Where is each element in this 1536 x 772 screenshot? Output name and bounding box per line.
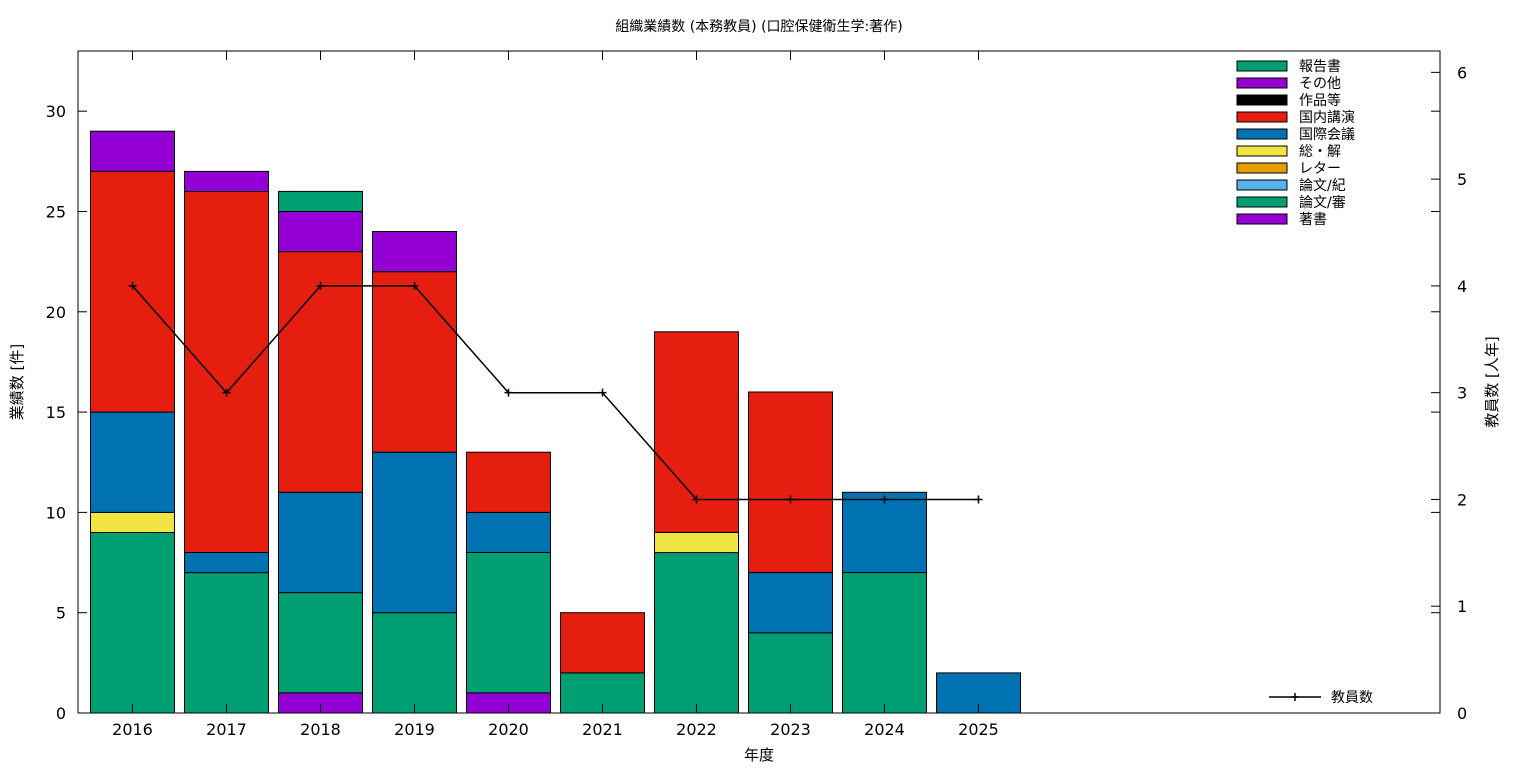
bar-segment: [466, 552, 551, 694]
bar-segment: [372, 271, 457, 453]
legend-label: 作品等: [1299, 92, 1341, 109]
legend-swatch: [1236, 162, 1288, 174]
y-tick-label: 15: [46, 403, 66, 422]
legend-swatch: [1236, 111, 1288, 123]
legend-swatch: [1236, 77, 1288, 89]
bar-segment: [372, 231, 457, 273]
bar-segment: [654, 552, 739, 714]
legend-swatch: [1236, 94, 1288, 106]
teacher-count-point: [598, 388, 607, 397]
x-tick-label: 2022: [676, 720, 717, 739]
legend-label: 論文/審: [1299, 195, 1346, 211]
teacher-count-point: [410, 281, 419, 290]
legend-label: 国内講演: [1299, 110, 1355, 126]
legend-label: その他: [1299, 76, 1341, 92]
bar-segment: [184, 170, 269, 192]
y2-tick-label: 3: [1457, 384, 1467, 403]
x-tick-label: 2020: [488, 720, 529, 739]
teacher-count-point: [786, 495, 795, 504]
teacher-count-point: [880, 495, 889, 504]
bar-segment: [654, 532, 739, 554]
bar-segment: [372, 451, 457, 614]
teacher-count-line: [131, 285, 979, 501]
bar-segment: [748, 632, 833, 714]
x-tick-label: 2019: [394, 720, 435, 739]
bar-segment: [90, 170, 175, 413]
y-tick-label: 0: [56, 704, 66, 723]
y-tick-label: 20: [46, 303, 66, 322]
plot-frame: [77, 50, 1441, 714]
bar-segment: [278, 211, 363, 253]
bar-segment: [90, 511, 175, 534]
y-tick-label: 10: [46, 503, 66, 522]
bar-segment: [90, 411, 175, 513]
x-tick-label: 2016: [112, 720, 153, 739]
bars-layer: [90, 130, 1021, 714]
y2-tick-label: 6: [1457, 63, 1467, 82]
teacher-count-point: [974, 495, 983, 504]
bar-segment: [90, 532, 175, 714]
legend-label: 教員数: [1331, 690, 1373, 706]
bar-segment: [466, 451, 551, 513]
bar-segment: [278, 190, 363, 212]
x-tick-label: 2025: [958, 720, 999, 739]
chart-title: 組織業績数 (本務教員) (口腔保健衛生学:著作): [615, 19, 902, 35]
legend-swatch: [1236, 213, 1288, 225]
teacher-count-point: [222, 388, 231, 397]
x-tick-label: 2021: [582, 720, 623, 739]
bar-segment: [560, 612, 645, 674]
bar-segment: [466, 511, 551, 554]
teacher-count-point: [316, 281, 325, 290]
bar-segment: [842, 491, 927, 573]
legend-label: 著書: [1299, 212, 1327, 228]
y-tick-label: 5: [56, 604, 66, 623]
teacher-count-line-layer: [128, 281, 983, 504]
legend-swatch: [1236, 60, 1288, 72]
legend-label: 総・解: [1299, 144, 1341, 160]
bar-segment: [278, 251, 363, 493]
legend-label: 国際会議: [1299, 126, 1355, 143]
y2-tick-label: 2: [1457, 490, 1467, 509]
teacher-count-point: [128, 281, 137, 290]
y2-axis-label: 教員数 [人年]: [1483, 336, 1501, 427]
bar-segment: [748, 391, 833, 573]
legend-swatch: [1236, 196, 1288, 208]
bar-segment: [278, 592, 363, 694]
x-tick-label: 2024: [864, 720, 905, 739]
teacher-count-point: [692, 495, 701, 504]
x-tick-label: 2023: [770, 720, 811, 739]
legend-label: レター: [1299, 161, 1341, 177]
y-tick-label: 25: [46, 202, 66, 221]
legend-line-marker: [1291, 693, 1299, 701]
legend-swatch: [1236, 145, 1288, 157]
bar-segment: [184, 190, 269, 553]
legend-label: 論文/紀: [1299, 178, 1346, 194]
y-axis-label: 業績数 [件]: [8, 344, 26, 420]
bar-segment: [90, 130, 175, 172]
bar-segment: [184, 552, 269, 574]
legend-swatch: [1236, 128, 1288, 140]
legend-swatch: [1236, 179, 1288, 191]
y2-tick-label: 1: [1457, 597, 1467, 616]
y2-tick-label: 4: [1457, 277, 1467, 296]
bar-segment: [278, 491, 363, 594]
y-tick-label: 30: [46, 102, 66, 121]
bar-segment: [748, 572, 833, 634]
bar-segment: [184, 572, 269, 714]
bar-segment: [372, 612, 457, 714]
y2-tick-label: 5: [1457, 170, 1467, 189]
x-tick-label: 2018: [300, 720, 341, 739]
x-axis-label: 年度: [744, 746, 774, 764]
y2-tick-label: 0: [1457, 704, 1467, 723]
bar-segment: [842, 572, 927, 714]
legend-label: 報告書: [1299, 59, 1341, 75]
x-tick-label: 2017: [206, 720, 247, 739]
teacher-count-point: [504, 388, 513, 397]
